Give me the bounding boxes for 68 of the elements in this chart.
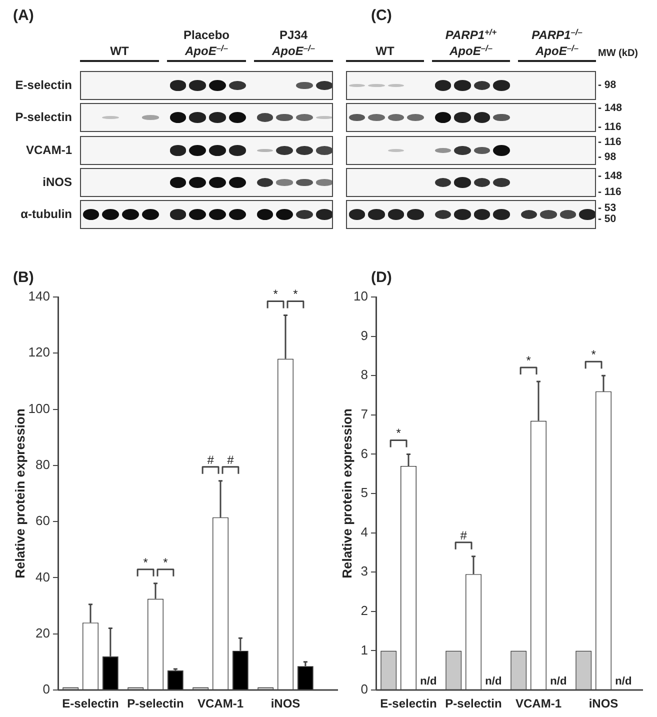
- y-tick-label: 0: [42, 682, 50, 697]
- text: n/d: [550, 676, 567, 688]
- category-label: PJ34 ApoE$^{–/–}$: [272, 28, 315, 58]
- category-label: WT: [376, 44, 394, 58]
- text: n/d: [420, 676, 437, 688]
- y-tick-label: 0: [360, 682, 368, 697]
- annotation: #: [460, 528, 468, 542]
- y-tick-label: 120: [28, 344, 50, 360]
- annotation: *: [273, 287, 278, 302]
- text: - 116: [598, 186, 622, 198]
- x-tick-label: P-selectin: [445, 696, 502, 711]
- annotation: *: [163, 555, 168, 570]
- annotation: *: [526, 353, 532, 368]
- y-tick-label: 6: [360, 446, 368, 461]
- x-tick-label: VCAM-1: [197, 696, 244, 711]
- text: MW (kD): [598, 48, 638, 59]
- x-tick-label: iNOS: [588, 696, 618, 711]
- y-axis-title: Relative protein expression: [339, 408, 354, 578]
- y-tick-label: 20: [36, 625, 50, 640]
- text: (A): [13, 7, 34, 24]
- annotation: *: [143, 555, 148, 570]
- text: - 148: [598, 102, 622, 114]
- y-tick-label: 140: [28, 288, 50, 304]
- y-tick-label: 3: [360, 564, 368, 579]
- text: - 98: [598, 151, 616, 164]
- x-tick-label: E-selectin: [62, 696, 119, 711]
- category-label: α-tubulin: [20, 207, 72, 221]
- text: - 50: [598, 213, 616, 225]
- text: n/d: [485, 676, 502, 688]
- y-axis-title: Relative protein expression: [12, 408, 28, 578]
- y-tick-label: 1: [360, 642, 368, 658]
- text: n/d: [615, 676, 632, 688]
- annotation: *: [591, 348, 596, 362]
- annotation: #: [207, 452, 214, 467]
- text: - 148: [598, 170, 622, 182]
- y-tick-label: 4: [360, 524, 368, 540]
- y-tick-label: 100: [28, 400, 50, 416]
- category-label: iNOS: [42, 175, 72, 189]
- category-label: PARP1$^{–/–}$ ApoE$^{–/–}$: [532, 27, 582, 58]
- annotation: #: [227, 452, 234, 467]
- y-tick-label: 9: [360, 328, 368, 343]
- text: - 53: [598, 202, 616, 214]
- category-label: WT: [110, 44, 129, 58]
- text: (C): [371, 7, 392, 24]
- y-tick-label: 7: [360, 406, 368, 422]
- category-label: PARP1$^{+/+}$ ApoE$^{–/–}$: [445, 27, 497, 58]
- category-label: Placebo ApoE$^{–/–}$: [183, 28, 230, 58]
- chart-title: (D): [371, 269, 392, 286]
- annotation: *: [293, 287, 298, 302]
- text: - 98: [598, 79, 616, 91]
- category-label: E-selectin: [15, 78, 72, 92]
- x-tick-label: P-selectin: [127, 696, 184, 711]
- x-tick-label: E-selectin: [380, 696, 437, 711]
- y-tick-label: 8: [360, 367, 368, 382]
- category-label: VCAM-1: [26, 143, 72, 157]
- y-tick-label: 60: [36, 513, 50, 528]
- y-tick-label: 5: [360, 485, 368, 500]
- annotation: *: [396, 426, 402, 440]
- y-tick-label: 10: [354, 288, 368, 304]
- y-tick-label: 80: [36, 457, 50, 472]
- y-tick-label: 40: [36, 569, 50, 584]
- text: - 116: [598, 120, 622, 133]
- text: - 116: [598, 136, 622, 148]
- chart-title: (B): [13, 269, 34, 286]
- x-tick-label: iNOS: [270, 696, 300, 711]
- y-tick-label: 2: [360, 602, 368, 618]
- x-tick-label: VCAM-1: [515, 696, 562, 711]
- category-label: P-selectin: [15, 110, 72, 124]
